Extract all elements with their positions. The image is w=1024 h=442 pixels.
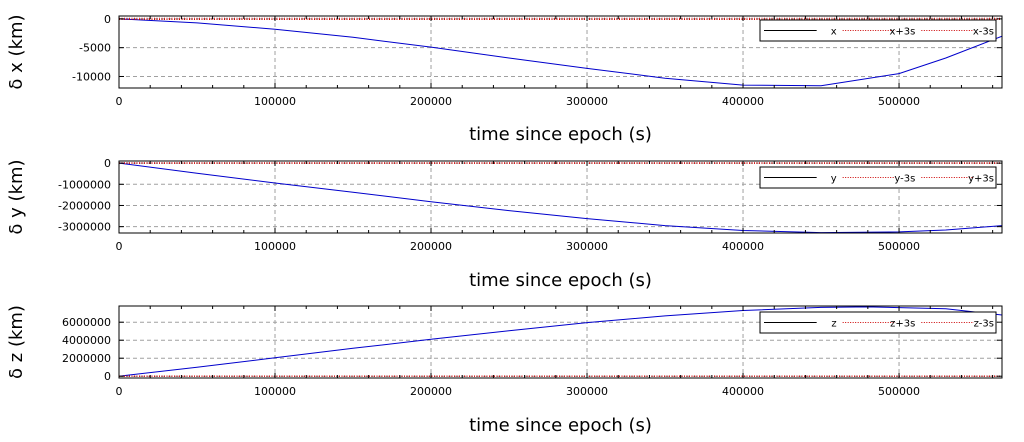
x-tick-label: 300000 [566, 385, 608, 398]
legend-label-z-3s: z-3s [974, 319, 994, 330]
x-tick-label: 200000 [410, 240, 452, 253]
chart-panel-1: 0 100000 200000 300000 400000 500000 -10000 -50… [6, 13, 1003, 145]
y-tick-label: 4000000 [62, 334, 111, 347]
x-axis-title: time since epoch (s) [469, 415, 652, 436]
chart-panel-2: 0 100000 200000 300000 400000 500000 -3000000 -… [6, 157, 1003, 291]
legend-label-y-3s: y-3s [894, 174, 915, 185]
legend-label-x: x [831, 27, 837, 38]
x-tick-label: 400000 [722, 240, 764, 253]
x-tick-label: 200000 [410, 95, 452, 108]
x-tick-label: 0 [116, 95, 123, 108]
legend: z z+3s z-3s [759, 311, 997, 334]
legend-label-y: y [831, 174, 837, 185]
x-tick-label: 200000 [410, 385, 452, 398]
y-tick-label: 0 [104, 157, 111, 170]
legend: y y-3s y+3s [759, 166, 997, 189]
plot-frame [118, 15, 1003, 89]
x-tick-label: 100000 [254, 95, 296, 108]
x-tick-label: 400000 [722, 385, 764, 398]
chart-panel-3: 0 100000 200000 300000 400000 500000 0 2000000 4… [6, 305, 1003, 436]
y-tick-label: -1000000 [58, 178, 111, 191]
y-tick-label: 6000000 [62, 316, 111, 329]
y-axis-title: δ z (km) [6, 305, 27, 379]
x-tick-label: 0 [116, 385, 123, 398]
y-tick-label: -5000 [79, 42, 111, 55]
x-tick-label: 500000 [878, 95, 920, 108]
legend-label-z+3s: z+3s [890, 319, 915, 330]
legend-label-z: z [831, 319, 836, 330]
y-tick-label: -10000 [72, 70, 111, 83]
y-tick-label: -2000000 [58, 199, 111, 212]
y-tick-label: 0 [104, 370, 111, 383]
x-tick-label: 0 [116, 240, 123, 253]
x-axis-title: time since epoch (s) [469, 124, 652, 145]
y-tick-label: -3000000 [58, 221, 111, 234]
legend-label-y+3s: y+3s [968, 174, 994, 185]
x-tick-label: 500000 [878, 385, 920, 398]
y-tick-label: 0 [104, 13, 111, 26]
x-tick-label: 500000 [878, 240, 920, 253]
legend: x x+3s x-3s [759, 19, 997, 42]
legend-label-x-3s: x-3s [973, 27, 994, 38]
y-axis-title: δ x (km) [6, 14, 27, 89]
x-tick-label: 100000 [254, 385, 296, 398]
plot-frame [118, 160, 1003, 234]
y-tick-label: 2000000 [62, 352, 111, 365]
legend-label-x+3s: x+3s [889, 27, 915, 38]
x-tick-label: 400000 [722, 95, 764, 108]
plot-frame [118, 305, 1003, 379]
x-tick-label: 300000 [566, 95, 608, 108]
x-axis-title: time since epoch (s) [469, 270, 652, 291]
y-axis-title: δ y (km) [6, 159, 27, 234]
x-tick-label: 100000 [254, 240, 296, 253]
series-line-x [119, 18, 1002, 87]
x-tick-label: 300000 [566, 240, 608, 253]
